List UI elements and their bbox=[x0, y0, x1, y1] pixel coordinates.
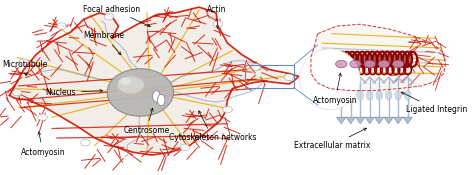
Polygon shape bbox=[337, 117, 346, 124]
Ellipse shape bbox=[119, 77, 131, 85]
Text: Actomyosin: Actomyosin bbox=[21, 132, 65, 157]
Ellipse shape bbox=[350, 60, 361, 68]
Ellipse shape bbox=[385, 54, 393, 65]
Bar bbox=[245, 65, 294, 88]
Text: Actin: Actin bbox=[207, 5, 226, 28]
Ellipse shape bbox=[364, 60, 375, 68]
Polygon shape bbox=[403, 117, 412, 124]
Ellipse shape bbox=[12, 89, 22, 96]
Polygon shape bbox=[384, 117, 393, 124]
Ellipse shape bbox=[118, 76, 144, 93]
Text: Extracellular matrix: Extracellular matrix bbox=[293, 128, 370, 150]
Ellipse shape bbox=[395, 54, 403, 65]
Ellipse shape bbox=[366, 91, 373, 100]
Polygon shape bbox=[346, 117, 356, 124]
Polygon shape bbox=[356, 117, 365, 124]
Text: Membrane: Membrane bbox=[83, 31, 124, 55]
Ellipse shape bbox=[385, 91, 392, 100]
Ellipse shape bbox=[345, 54, 353, 65]
Ellipse shape bbox=[153, 91, 160, 102]
Ellipse shape bbox=[81, 139, 90, 146]
Ellipse shape bbox=[365, 54, 373, 65]
Ellipse shape bbox=[401, 54, 408, 65]
Ellipse shape bbox=[157, 94, 165, 106]
Ellipse shape bbox=[378, 60, 390, 68]
Ellipse shape bbox=[404, 91, 411, 100]
Ellipse shape bbox=[38, 114, 47, 120]
Ellipse shape bbox=[357, 91, 364, 100]
Text: Actomyosin: Actomyosin bbox=[313, 73, 357, 104]
Text: Cytoskeleton networks: Cytoskeleton networks bbox=[169, 111, 256, 142]
Ellipse shape bbox=[223, 106, 232, 113]
Ellipse shape bbox=[325, 54, 333, 65]
Polygon shape bbox=[311, 24, 446, 91]
Ellipse shape bbox=[391, 54, 398, 65]
Ellipse shape bbox=[180, 144, 190, 151]
Ellipse shape bbox=[338, 91, 345, 100]
Ellipse shape bbox=[19, 59, 28, 65]
Ellipse shape bbox=[375, 54, 383, 65]
Polygon shape bbox=[9, 7, 299, 155]
Ellipse shape bbox=[251, 64, 261, 70]
Ellipse shape bbox=[350, 54, 358, 65]
Text: Centrosome: Centrosome bbox=[123, 108, 170, 135]
Polygon shape bbox=[365, 117, 374, 124]
Text: Ligated Integrin: Ligated Integrin bbox=[401, 92, 467, 114]
Ellipse shape bbox=[330, 54, 338, 65]
Ellipse shape bbox=[356, 54, 363, 65]
Polygon shape bbox=[374, 117, 384, 124]
Ellipse shape bbox=[340, 54, 348, 65]
Text: Microtubule: Microtubule bbox=[2, 60, 47, 76]
Circle shape bbox=[300, 49, 360, 110]
Ellipse shape bbox=[107, 69, 173, 116]
Text: Focal adhesion: Focal adhesion bbox=[83, 5, 150, 27]
Ellipse shape bbox=[405, 54, 413, 65]
Ellipse shape bbox=[104, 13, 114, 20]
Ellipse shape bbox=[380, 54, 388, 65]
Text: Nucleus: Nucleus bbox=[46, 88, 103, 97]
Ellipse shape bbox=[57, 23, 66, 29]
Ellipse shape bbox=[336, 60, 347, 68]
Ellipse shape bbox=[376, 91, 383, 100]
Ellipse shape bbox=[360, 54, 368, 65]
Ellipse shape bbox=[284, 74, 294, 81]
Ellipse shape bbox=[392, 60, 404, 68]
Ellipse shape bbox=[335, 54, 343, 65]
Ellipse shape bbox=[395, 91, 401, 100]
Ellipse shape bbox=[370, 54, 378, 65]
Ellipse shape bbox=[213, 21, 223, 27]
Ellipse shape bbox=[347, 91, 354, 100]
Polygon shape bbox=[393, 117, 403, 124]
